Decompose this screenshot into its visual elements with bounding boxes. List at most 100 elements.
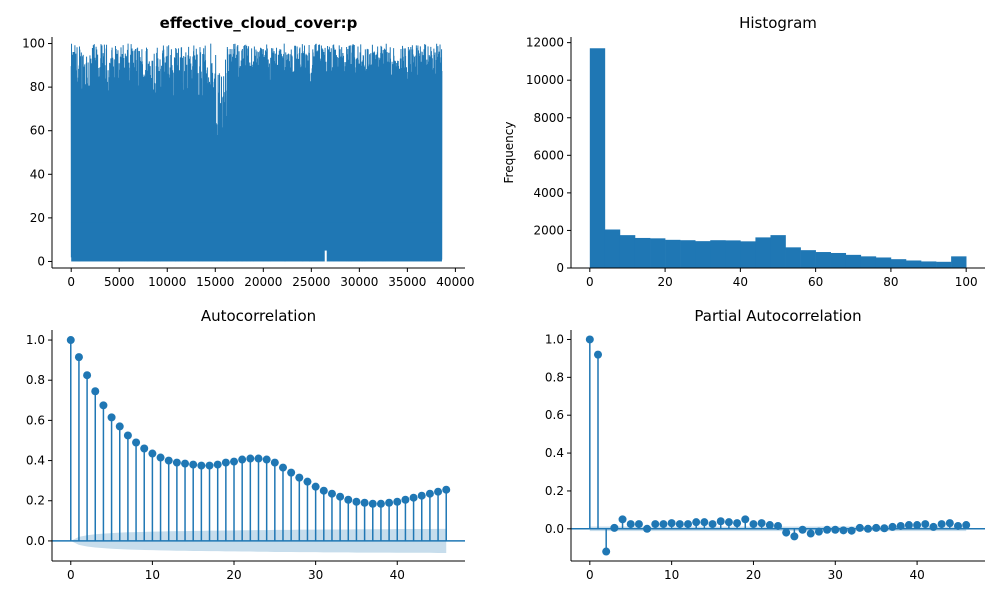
chart-title: effective_cloud_cover:p (160, 14, 358, 32)
y-tick-label: 60 (30, 124, 45, 138)
stem-marker (409, 493, 418, 502)
y-tick-label: 2000 (533, 223, 564, 237)
stem-marker (741, 515, 750, 524)
histogram-bar (755, 237, 771, 268)
stem-marker (765, 521, 774, 530)
stem-marker (425, 489, 434, 498)
x-tick-label: 10 (664, 568, 679, 582)
stem-marker (278, 463, 287, 472)
acf-panel: 0 10 20 30 40 0.0 0.2 0.4 0.6 0.8 1.0 Autocorrelati… (26, 307, 465, 582)
stem-marker (774, 521, 782, 530)
stem-marker (336, 492, 345, 501)
y-tick-label: 40 (30, 167, 45, 181)
stem-marker (352, 497, 361, 506)
stem-marker (962, 521, 971, 530)
stem-marker (831, 525, 840, 534)
stem-marker (602, 547, 611, 556)
stem-marker (790, 532, 799, 541)
stem-marker (921, 520, 930, 529)
y-tick-label: 1.0 (545, 332, 564, 346)
stem-marker (749, 520, 758, 529)
stem-marker (270, 458, 279, 467)
x-tick-label: 100 (955, 275, 978, 289)
histogram-bar (770, 235, 786, 268)
y-tick-label: 6000 (533, 148, 564, 162)
histogram-bar (951, 256, 967, 268)
x-tick-label: 20000 (244, 275, 282, 289)
stem-marker (205, 461, 214, 470)
histogram-bar (619, 235, 636, 268)
x-tick-label: 5000 (104, 275, 135, 289)
x-tick-label: 20 (657, 275, 672, 289)
stem-marker (880, 524, 889, 533)
x-tick-label: 40 (909, 568, 924, 582)
stem-marker (172, 458, 181, 467)
y-tick-label: 0.2 (26, 494, 45, 508)
stem-marker (864, 524, 872, 533)
stem-marker (872, 523, 881, 532)
histogram-bar (680, 240, 696, 268)
stem-marker (896, 521, 905, 530)
x-tick-label: 40 (390, 568, 405, 582)
y-tick-label: 0.4 (545, 446, 564, 460)
stem-marker (634, 520, 643, 529)
x-tick-label: 80 (883, 275, 898, 289)
stem-marker (667, 519, 676, 528)
stem-marker (246, 454, 255, 463)
x-tick-label: 40 (733, 275, 748, 289)
stem-marker (434, 487, 443, 496)
stem-marker (262, 455, 271, 464)
series-line (70, 43, 443, 262)
stem-marker (782, 528, 791, 537)
histogram-bar (890, 259, 907, 268)
x-tick-label: 10000 (148, 275, 186, 289)
x-tick-label: 60 (808, 275, 823, 289)
stem-marker (164, 456, 173, 465)
stem-marker (708, 520, 717, 529)
y-tick-label: 4000 (533, 186, 564, 200)
stem-marker (618, 515, 627, 524)
histogram-bar (725, 240, 741, 268)
stem-marker (651, 520, 660, 529)
stem-marker (733, 519, 742, 528)
stem-marker (287, 468, 296, 477)
stem-marker (684, 520, 692, 529)
stem-marker (585, 335, 594, 344)
y-tick-label: 10000 (526, 73, 564, 87)
histogram-panel: 0 20 40 60 80 100 0 2000 4000 6000 8000 10000 12000 H… (502, 14, 985, 289)
histogram-bar (845, 254, 862, 268)
stem-marker (417, 491, 426, 500)
stem-marker (303, 477, 312, 486)
x-tick-label: 0 (586, 275, 594, 289)
stem-marker (929, 522, 938, 531)
stem-marker (156, 453, 165, 462)
x-tick-label: 40000 (436, 275, 474, 289)
stem-marker (626, 520, 635, 529)
stem-marker (847, 526, 856, 535)
stem-marker (91, 387, 100, 396)
timeseries-panel: 0 5000 10000 15000 20000 25000 30000 35000 40000… (22, 14, 474, 289)
x-tick-label: 0 (586, 568, 594, 582)
stem-marker (132, 438, 141, 447)
stem-marker (700, 518, 709, 527)
y-tick-label: 20 (30, 211, 45, 225)
chart-title: Autocorrelation (201, 307, 316, 325)
stem-marker (360, 498, 369, 507)
stem-marker (295, 473, 304, 482)
stem-marker (393, 497, 402, 506)
stem-marker (855, 523, 864, 532)
stem-marker (643, 524, 652, 533)
stem-marker (401, 495, 410, 504)
y-tick-label: 0 (556, 261, 564, 275)
stem-marker (230, 457, 239, 466)
x-tick-label: 0 (67, 568, 75, 582)
stem-marker (716, 517, 725, 526)
histogram-bar (740, 241, 756, 268)
y-tick-label: 8000 (533, 111, 564, 125)
stem-marker (99, 401, 108, 410)
stem-marker (376, 499, 385, 508)
chart-title: Histogram (739, 14, 817, 32)
histogram-bar (860, 256, 877, 268)
x-tick-label: 15000 (196, 275, 234, 289)
